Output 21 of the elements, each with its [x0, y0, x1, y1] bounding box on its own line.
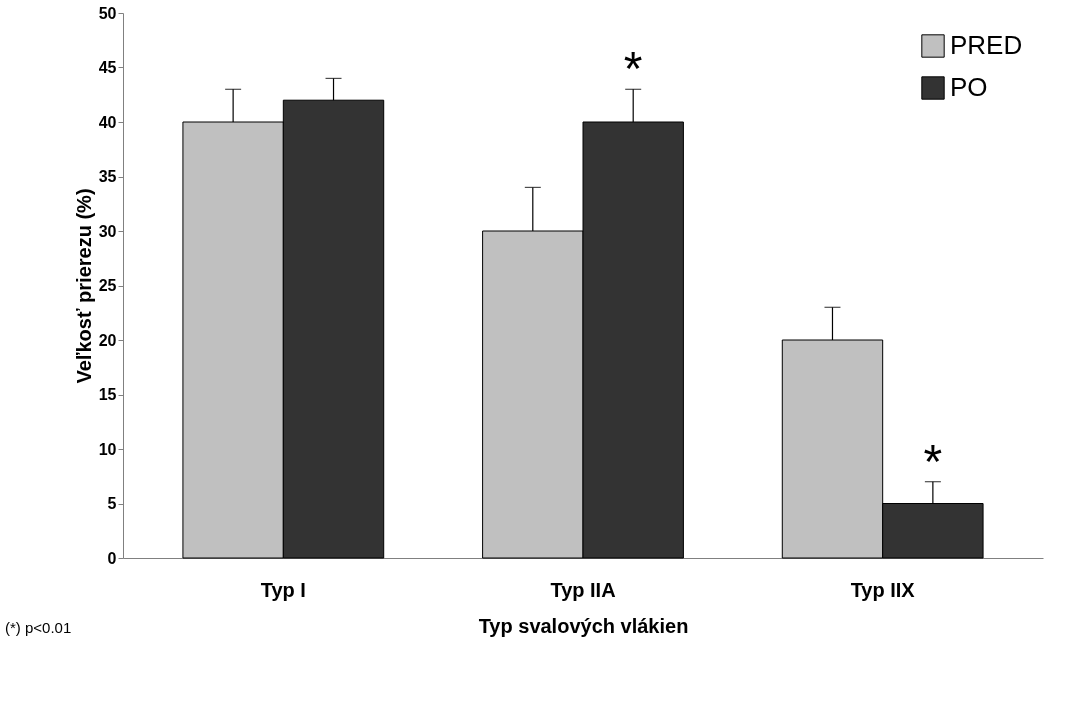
legend-label: PRED	[950, 30, 1023, 60]
annotation: *	[923, 434, 943, 488]
x-tick-label: Typ IIA	[550, 578, 616, 601]
y-axis-title: Veľkosť prierezu (%)	[72, 188, 95, 384]
y-tick-label: 50	[98, 4, 117, 22]
x-axis-title: Typ svalových vlákien	[478, 614, 689, 637]
y-tick-label: 0	[107, 549, 117, 567]
y-tick-label: 30	[98, 222, 117, 240]
y-tick-label: 35	[98, 168, 117, 185]
x-tick-label: Typ IIX	[850, 578, 916, 601]
text: (*) p<0.01	[5, 619, 72, 636]
y-tick-label: 25	[98, 277, 117, 294]
y-tick-label: 45	[98, 59, 117, 76]
x-tick-label: Typ I	[260, 578, 306, 601]
y-tick-label: 15	[98, 386, 117, 403]
y-tick-label: 40	[98, 113, 117, 131]
y-tick-label: 10	[98, 440, 117, 458]
legend-label: PO	[950, 72, 988, 102]
annotation: *	[623, 42, 643, 96]
y-tick-label: 5	[107, 495, 117, 512]
y-tick-label: 20	[98, 331, 117, 349]
